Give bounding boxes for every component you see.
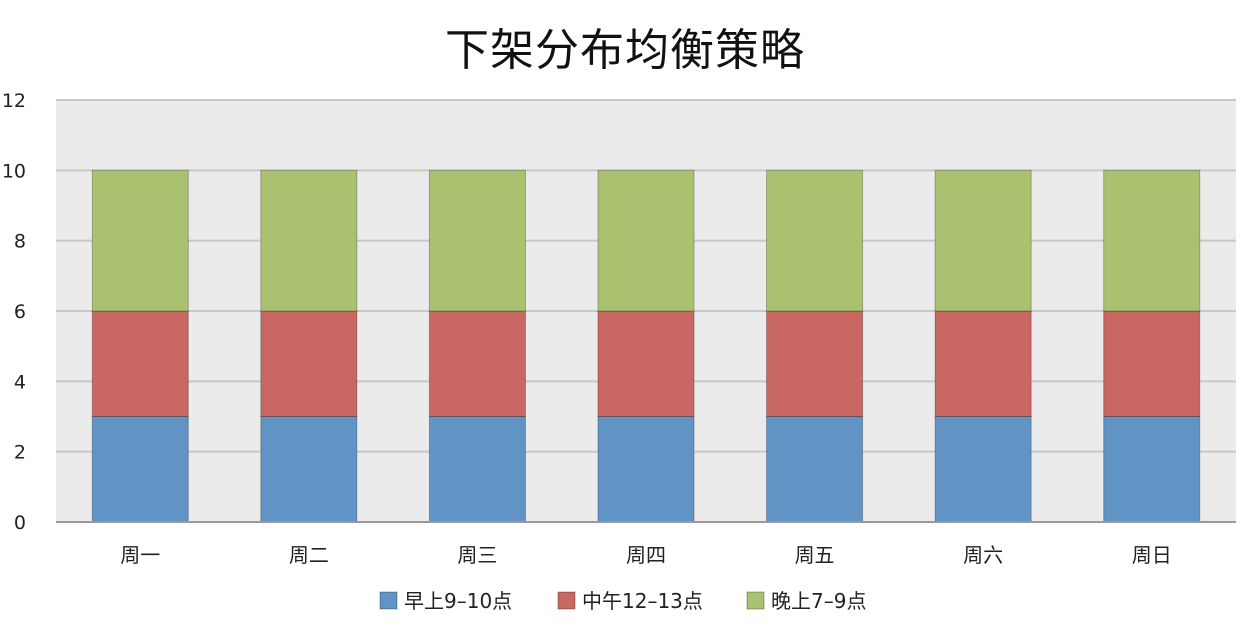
bar-segment [91,310,189,417]
bar-segment [766,416,864,523]
bar-segment [597,310,695,417]
bar-segment [934,310,1032,417]
legend-label: 早上9–10点 [404,589,512,613]
bar-segment [766,310,864,417]
y-tick-label: 10 [2,160,26,182]
y-tick-label: 0 [14,512,26,534]
bars [91,169,1201,523]
x-tick-label: 周日 [1132,543,1172,567]
bar-segment [934,169,1032,312]
bar-segment [597,169,695,312]
legend-swatch [379,591,398,610]
bar-segment [91,416,189,523]
bar-segment [428,310,526,417]
legend-item: 早上9–10点 [379,589,512,613]
x-tick-label: 周一 [120,543,160,567]
x-tick-label: 周五 [795,543,835,567]
y-tick-label: 12 [2,90,26,112]
x-tick-label: 周四 [626,543,666,567]
legend-swatch [557,591,576,610]
bar-segment [1103,169,1201,312]
x-tick-label: 周三 [457,543,497,567]
bar-segment [428,169,526,312]
bar-segment [934,416,1032,523]
bar-segment [597,416,695,523]
bar-segment [428,416,526,523]
chart-title: 下架分布均衡策略 [445,25,805,76]
y-tick-label: 2 [14,442,26,464]
bar-segment [1103,310,1201,417]
x-tick-label: 周六 [963,543,1003,567]
bar-segment [1103,416,1201,523]
y-tick-label: 4 [14,371,26,393]
x-tick-label: 周二 [289,543,329,567]
legend: 早上9–10点 中午12–13点 晚上7–9点 [379,589,866,613]
legend-label: 晚上7–9点 [771,589,866,613]
legend-swatch [746,591,765,610]
bar-segment [91,169,189,312]
bar-segment [766,169,864,312]
legend-label: 中午12–13点 [582,589,703,613]
legend-item: 中午12–13点 [557,589,703,613]
y-tick-label: 8 [14,231,26,253]
y-tick-label: 6 [14,301,26,323]
bar-segment [260,416,358,523]
axes: 0 2 4 6 8 10 12 周一 周二 周三 周四 周五 周六 周日 [2,90,1236,567]
legend-item: 晚上7–9点 [746,589,866,613]
bar-segment [260,169,358,312]
bar-segment [260,310,358,417]
